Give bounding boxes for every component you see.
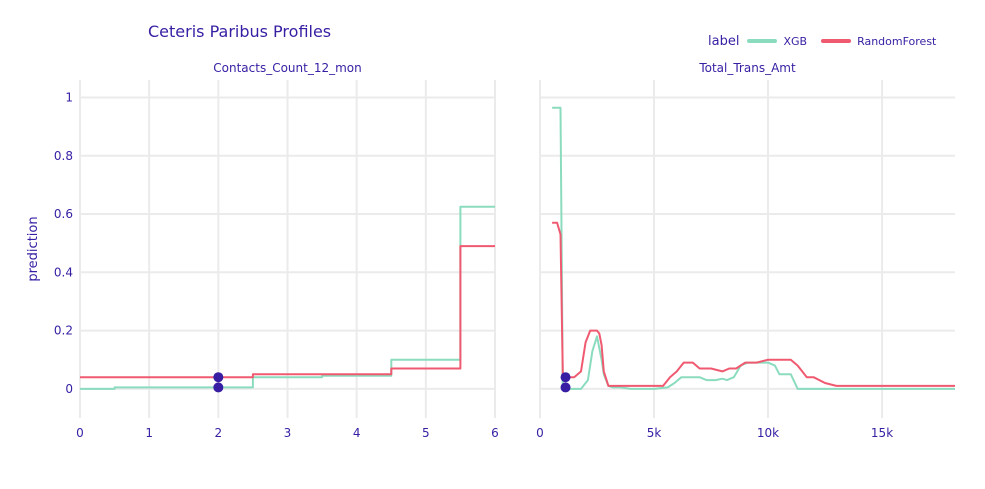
- panel-title-contacts-count-12-mon: Contacts_Count_12_mon: [213, 61, 361, 75]
- grid-layer: [79, 80, 955, 418]
- y-tick-label-4: 0.8: [54, 149, 73, 163]
- legend-title: label: [708, 33, 740, 49]
- x-tick-label-contacts-count-12-mon-5: 5: [422, 426, 430, 440]
- chart-title: Ceteris Paribus Profiles: [148, 22, 332, 41]
- x-tick-label-contacts-count-12-mon-1: 1: [145, 426, 153, 440]
- x-tick-label-contacts-count-12-mon-6: 6: [491, 426, 499, 440]
- x-tick-label-total-trans-amt-2: 10k: [757, 426, 779, 440]
- x-tick-label-contacts-count-12-mon-2: 2: [215, 426, 223, 440]
- series-line-randomforest-contacts-count-12-mon[interactable]: [80, 245, 495, 379]
- y-tick-label-5: 1: [65, 90, 73, 104]
- legend-swatch-xgb: [747, 39, 778, 43]
- legend: label XGB RandomForest: [708, 31, 950, 51]
- series-line-randomforest-total-trans-amt[interactable]: [552, 221, 955, 387]
- series-layer: [80, 106, 955, 390]
- x-tick-label-contacts-count-12-mon-4: 4: [353, 426, 361, 440]
- x-tick-label-contacts-count-12-mon-0: 0: [76, 426, 84, 440]
- legend-item-xgb[interactable]: XGB: [747, 35, 807, 48]
- y-tick-label-0: 0: [65, 382, 73, 396]
- y-tick-label-2: 0.4: [54, 265, 73, 279]
- observation-point-total-trans-amt-1[interactable]: [560, 382, 571, 393]
- legend-item-randomforest[interactable]: RandomForest: [821, 35, 936, 48]
- axis-text-layer: prediction Contacts_Count_12_mon 0 1 2 3 4 5 6 0 0…: [26, 61, 893, 440]
- panel-title-total-trans-amt: Total_Trans_Amt: [698, 61, 796, 75]
- legend-label-randomforest: RandomForest: [857, 34, 937, 48]
- y-tick-label-3: 0.6: [54, 207, 73, 221]
- series-line-xgb-total-trans-amt[interactable]: [552, 106, 955, 390]
- observation-point-contacts-count-12-mon-1[interactable]: [213, 382, 224, 393]
- y-axis-title: prediction: [26, 216, 41, 281]
- observation-layer: [213, 372, 571, 393]
- y-tick-label-1: 0.2: [54, 324, 73, 338]
- legend-swatch-randomforest: [821, 39, 852, 43]
- legend-label-xgb: XGB: [783, 34, 808, 48]
- x-tick-label-total-trans-amt-0: 0: [536, 426, 544, 440]
- x-tick-label-contacts-count-12-mon-3: 3: [284, 426, 292, 440]
- x-tick-label-total-trans-amt-1: 5k: [647, 426, 662, 440]
- observation-point-contacts-count-12-mon-0[interactable]: [213, 372, 224, 383]
- x-tick-label-total-trans-amt-3: 15k: [871, 426, 893, 440]
- observation-point-total-trans-amt-0[interactable]: [560, 372, 571, 383]
